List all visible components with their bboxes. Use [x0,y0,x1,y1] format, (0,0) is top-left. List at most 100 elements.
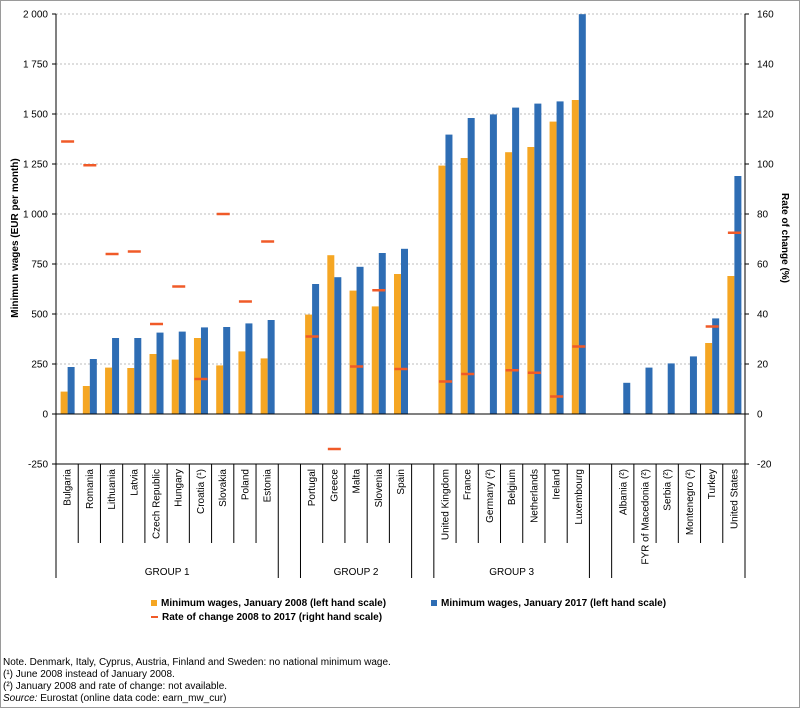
legend-swatch-2008 [151,600,157,607]
legend-label-rate: Rate of change 2008 to 2017 (right hand … [162,612,383,623]
bar-2017 [134,338,142,414]
bar-2017 [89,359,97,414]
right-tick-label: 160 [757,10,774,21]
group-label: GROUP 1 [145,567,190,578]
bar-2017 [223,327,231,414]
category-label: United States [729,469,740,529]
rate-markers [61,140,741,451]
left-tick-label: -250 [28,460,48,471]
bar-2017 [245,323,253,414]
category-label: Greece [329,469,340,502]
bar-2017 [467,118,475,414]
category-label: Malta [352,469,363,494]
right-tick-label: 80 [757,210,769,221]
group-label: GROUP 3 [489,567,534,578]
bar-2017 [445,134,453,414]
category-label: Montenegro (²) [685,469,696,535]
bar-2017 [623,382,631,414]
category-label: Belgium [507,469,518,505]
category-label: France [463,469,474,501]
bar-2008 [171,359,179,414]
category-label: Estonia [263,469,274,503]
category-label: Netherlands [529,469,540,523]
bar-2008 [60,391,68,414]
source-label: Source: [3,693,38,704]
category-label: Spain [396,469,407,495]
right-tick-label: 0 [757,410,763,421]
right-tick-label: 140 [757,60,774,71]
legend-swatch-2017 [431,600,437,607]
legend-label-2017: Minimum wages, January 2017 (left hand s… [441,598,667,609]
bar-2008 [349,290,357,414]
left-tick-label: 500 [31,310,48,321]
left-tick-label: 250 [31,360,48,371]
bar-2008 [505,152,513,414]
bar-2017 [689,356,697,414]
category-label: Slovakia [218,469,229,507]
bar-2017 [112,338,120,414]
bar-2017 [667,363,675,414]
bar-2008 [460,158,468,414]
category-label: Czech Republic [152,469,163,539]
bar-2017 [401,248,408,414]
note-line: (¹) June 2008 instead of January 2008. [3,669,175,680]
bar-2008 [549,121,557,414]
legend-item-2017: Minimum wages, January 2017 (left hand s… [431,598,666,609]
right-tick-label: 100 [757,160,774,171]
bar-2008 [394,274,401,414]
bar-2017 [178,331,186,414]
bars [60,14,742,415]
right-tick-label: -20 [757,460,772,471]
group-label: GROUP 2 [334,567,379,578]
bar-2008 [371,306,379,414]
bar-2017 [645,367,653,414]
category-label: Germany (²) [485,469,496,523]
left-tick-label: 750 [31,260,48,271]
right-axis-title: Rate of change (%) [779,193,790,283]
bar-2017 [67,367,75,414]
left-tick-label: 2 000 [23,10,48,21]
legend-item-2008: Minimum wages, January 2008 (left hand s… [151,598,386,609]
left-tick-label: 1 750 [23,60,48,71]
note-line: Note. Denmark, Italy, Cyprus, Austria, F… [3,657,391,668]
category-label: Poland [240,469,251,500]
category-label: Bulgaria [63,469,74,506]
bar-2008 [727,276,735,414]
bar-2008 [705,343,713,414]
left-tick-label: 1 250 [23,160,48,171]
bar-2017 [534,103,542,414]
bar-2017 [378,253,386,414]
bar-2008 [105,367,113,414]
bar-2017 [489,114,497,415]
category-label: Serbia (²) [663,469,674,511]
bar-2008 [327,255,335,414]
category-label: Luxembourg [574,469,585,525]
bar-2008 [571,100,579,414]
category-label: Portugal [307,469,318,506]
legend-swatch-rate [151,616,158,619]
bar-2008 [438,165,446,414]
right-tick-label: 120 [757,110,774,121]
category-label: Lithuania [107,469,118,510]
category-label: United Kingdom [440,469,451,540]
bar-2008 [193,338,201,414]
left-tick-label: 1 500 [23,110,48,121]
group-labels: GROUP 1 GROUP 2 GROUP 3 [145,567,535,578]
category-label: Latvia [129,469,140,496]
source-line: Source: Eurostat (online data code: earn… [3,693,391,705]
category-label: Slovenia [374,469,385,508]
category-labels: Bulgaria Romania Lithuania Latvia Czech Repu… [63,469,741,565]
bar-2008 [238,351,246,414]
legend-label-2008: Minimum wages, January 2008 (left hand s… [161,598,387,609]
bar-2017 [156,332,164,414]
legend-item-rate: Rate of change 2008 to 2017 (right hand … [151,612,382,623]
category-label: Ireland [552,469,563,500]
bar-2017 [556,101,564,415]
bar-2017 [267,320,275,414]
category-label: Romania [85,469,96,509]
bar-2017 [200,327,208,414]
right-tick-label: 40 [757,310,769,321]
left-axis-title: Minimum wages (EUR per month) [10,158,21,317]
bar-2008 [260,358,268,414]
